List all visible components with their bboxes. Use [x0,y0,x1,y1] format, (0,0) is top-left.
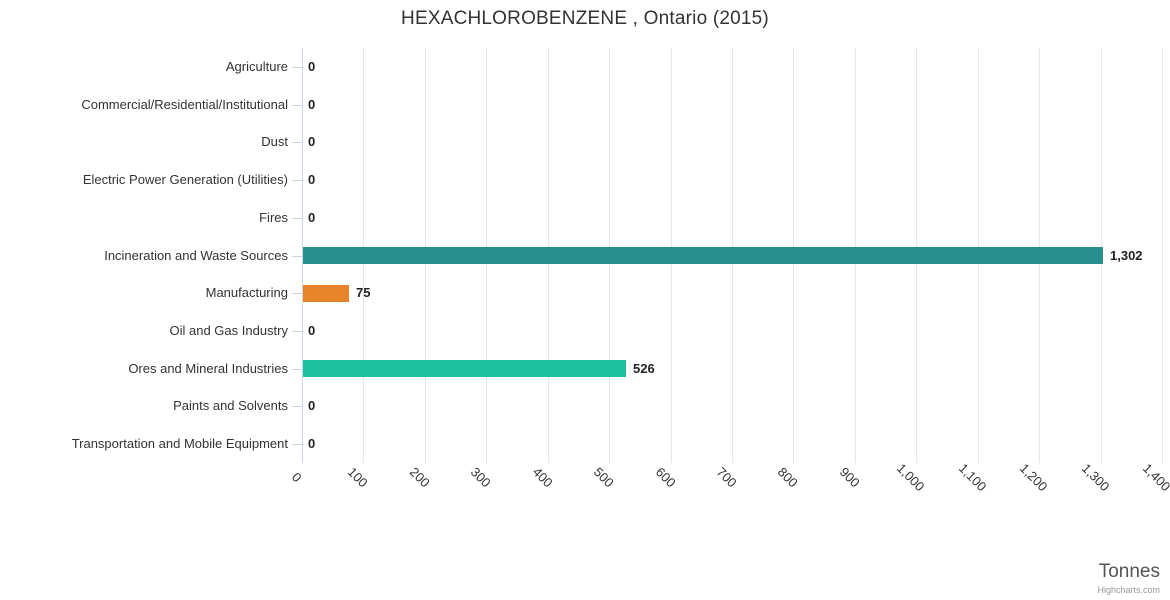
chart-title: HEXACHLOROBENZENE , Ontario (2015) [401,8,769,29]
y-axis-tick [292,406,302,407]
data-label: 0 [308,172,316,187]
x-axis-tick-label: 400 [529,464,556,491]
x-axis-tick-label: 900 [836,464,863,491]
data-label: 75 [356,285,371,300]
x-axis-tick-label: 1,100 [955,460,990,495]
category-axis-line [302,48,303,463]
category-label: Electric Power Generation (Utilities) [82,172,288,187]
y-axis-tick [292,142,302,143]
y-axis-tick [292,256,302,257]
y-axis-tick [292,218,302,219]
category-label: Agriculture [225,59,288,74]
x-axis-tick-label: 100 [345,464,372,491]
x-axis-tick-label: 1,400 [1139,460,1170,495]
y-axis-tick [292,105,302,106]
category-label: Commercial/Residential/Institutional [81,97,288,112]
data-bar[interactable] [303,285,349,302]
x-axis-tick-label: 1,000 [894,460,928,495]
x-axis-tick-label: 800 [775,464,802,491]
category-label: Transportation and Mobile Equipment [71,436,288,451]
category-label: Oil and Gas Industry [169,323,289,338]
category-label: Paints and Solvents [173,398,288,413]
data-label: 0 [308,97,316,112]
category-label: Fires [259,210,288,225]
data-label: 0 [308,210,316,225]
data-bar[interactable] [303,247,1103,264]
x-axis-tick-label: 700 [713,464,740,491]
x-axis-tick-label: 200 [406,464,433,491]
data-label: 0 [308,398,316,413]
y-axis-tick [292,369,302,370]
y-axis-tick [292,444,302,445]
y-axis-tick [292,293,302,294]
x-axis-tick-label: 600 [652,464,679,491]
y-axis-tick [292,180,302,181]
category-label: Incineration and Waste Sources [104,248,288,263]
y-axis-tick [292,67,302,68]
gridline [1162,48,1163,463]
data-label: 0 [308,59,316,74]
x-axis-title: Tonnes [1098,561,1160,582]
data-bar[interactable] [303,360,626,377]
data-label: 0 [308,436,316,451]
highcharts-credit[interactable]: Highcharts.com [1097,585,1160,595]
data-label: 1,302 [1110,248,1143,263]
data-label: 0 [308,323,316,338]
data-label: 0 [308,134,316,149]
data-label: 526 [633,361,655,376]
y-axis-tick [292,331,302,332]
x-axis-tick-label: 0 [288,469,305,486]
x-axis-tick-label: 1,300 [1078,460,1113,495]
x-axis-tick-label: 300 [468,464,494,491]
category-label: Ores and Mineral Industries [128,361,288,376]
category-label: Dust [261,134,288,149]
x-axis-tick-label: 1,200 [1017,460,1051,495]
category-label: Manufacturing [205,285,288,300]
x-axis-tick-label: 500 [590,464,617,491]
